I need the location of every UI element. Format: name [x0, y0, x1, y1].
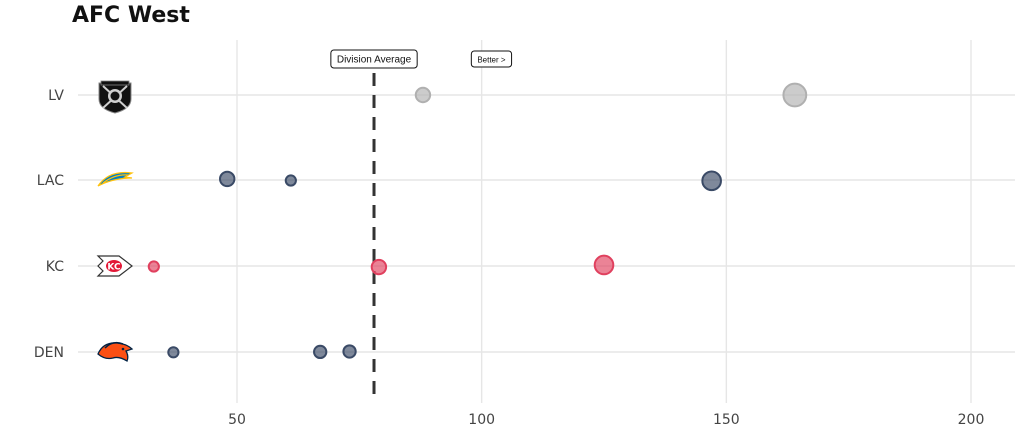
x-tick-label-100: 100: [468, 412, 495, 428]
broncos-logo-icon: [97, 341, 134, 362]
team-logos: KC: [96, 80, 134, 362]
grid-layer: [78, 40, 1015, 403]
svg-text:Better >: Better >: [477, 56, 506, 65]
point-den-8: [167, 346, 180, 359]
point-kc-7: [593, 254, 615, 276]
x-tick-label-50: 50: [228, 412, 246, 428]
svg-text:KC: KC: [107, 263, 121, 273]
point-den-9: [313, 344, 328, 360]
point-lv-0: [414, 86, 432, 104]
point-den-10: [342, 344, 357, 359]
better-label: Better >: [470, 50, 513, 68]
svg-text:Division Average: Division Average: [337, 55, 412, 66]
point-lac-3: [284, 174, 297, 187]
labels-layer: 50 100 150 200 LV LAC KC DEN Division Average Bet…: [34, 49, 985, 428]
point-lac-4: [701, 170, 722, 192]
point-kc-5: [147, 260, 160, 273]
chart-title: AFC West: [72, 3, 190, 28]
y-tick-label-lv: LV: [48, 88, 64, 104]
point-kc-6: [370, 258, 388, 276]
chiefs-logo-icon: KC: [96, 255, 133, 277]
y-tick-label-den: DEN: [34, 345, 64, 361]
x-tick-label-200: 200: [958, 412, 985, 428]
point-lac-2: [219, 170, 236, 188]
raiders-logo-icon: [98, 80, 132, 114]
division-average-label: Division Average: [330, 49, 418, 69]
point-lv-1: [782, 82, 808, 108]
y-tick-label-lac: LAC: [37, 173, 64, 189]
data-points: [147, 82, 808, 360]
y-tick-label-kc: KC: [46, 259, 64, 275]
x-tick-label-150: 150: [713, 412, 740, 428]
chargers-logo-icon: [97, 171, 134, 187]
